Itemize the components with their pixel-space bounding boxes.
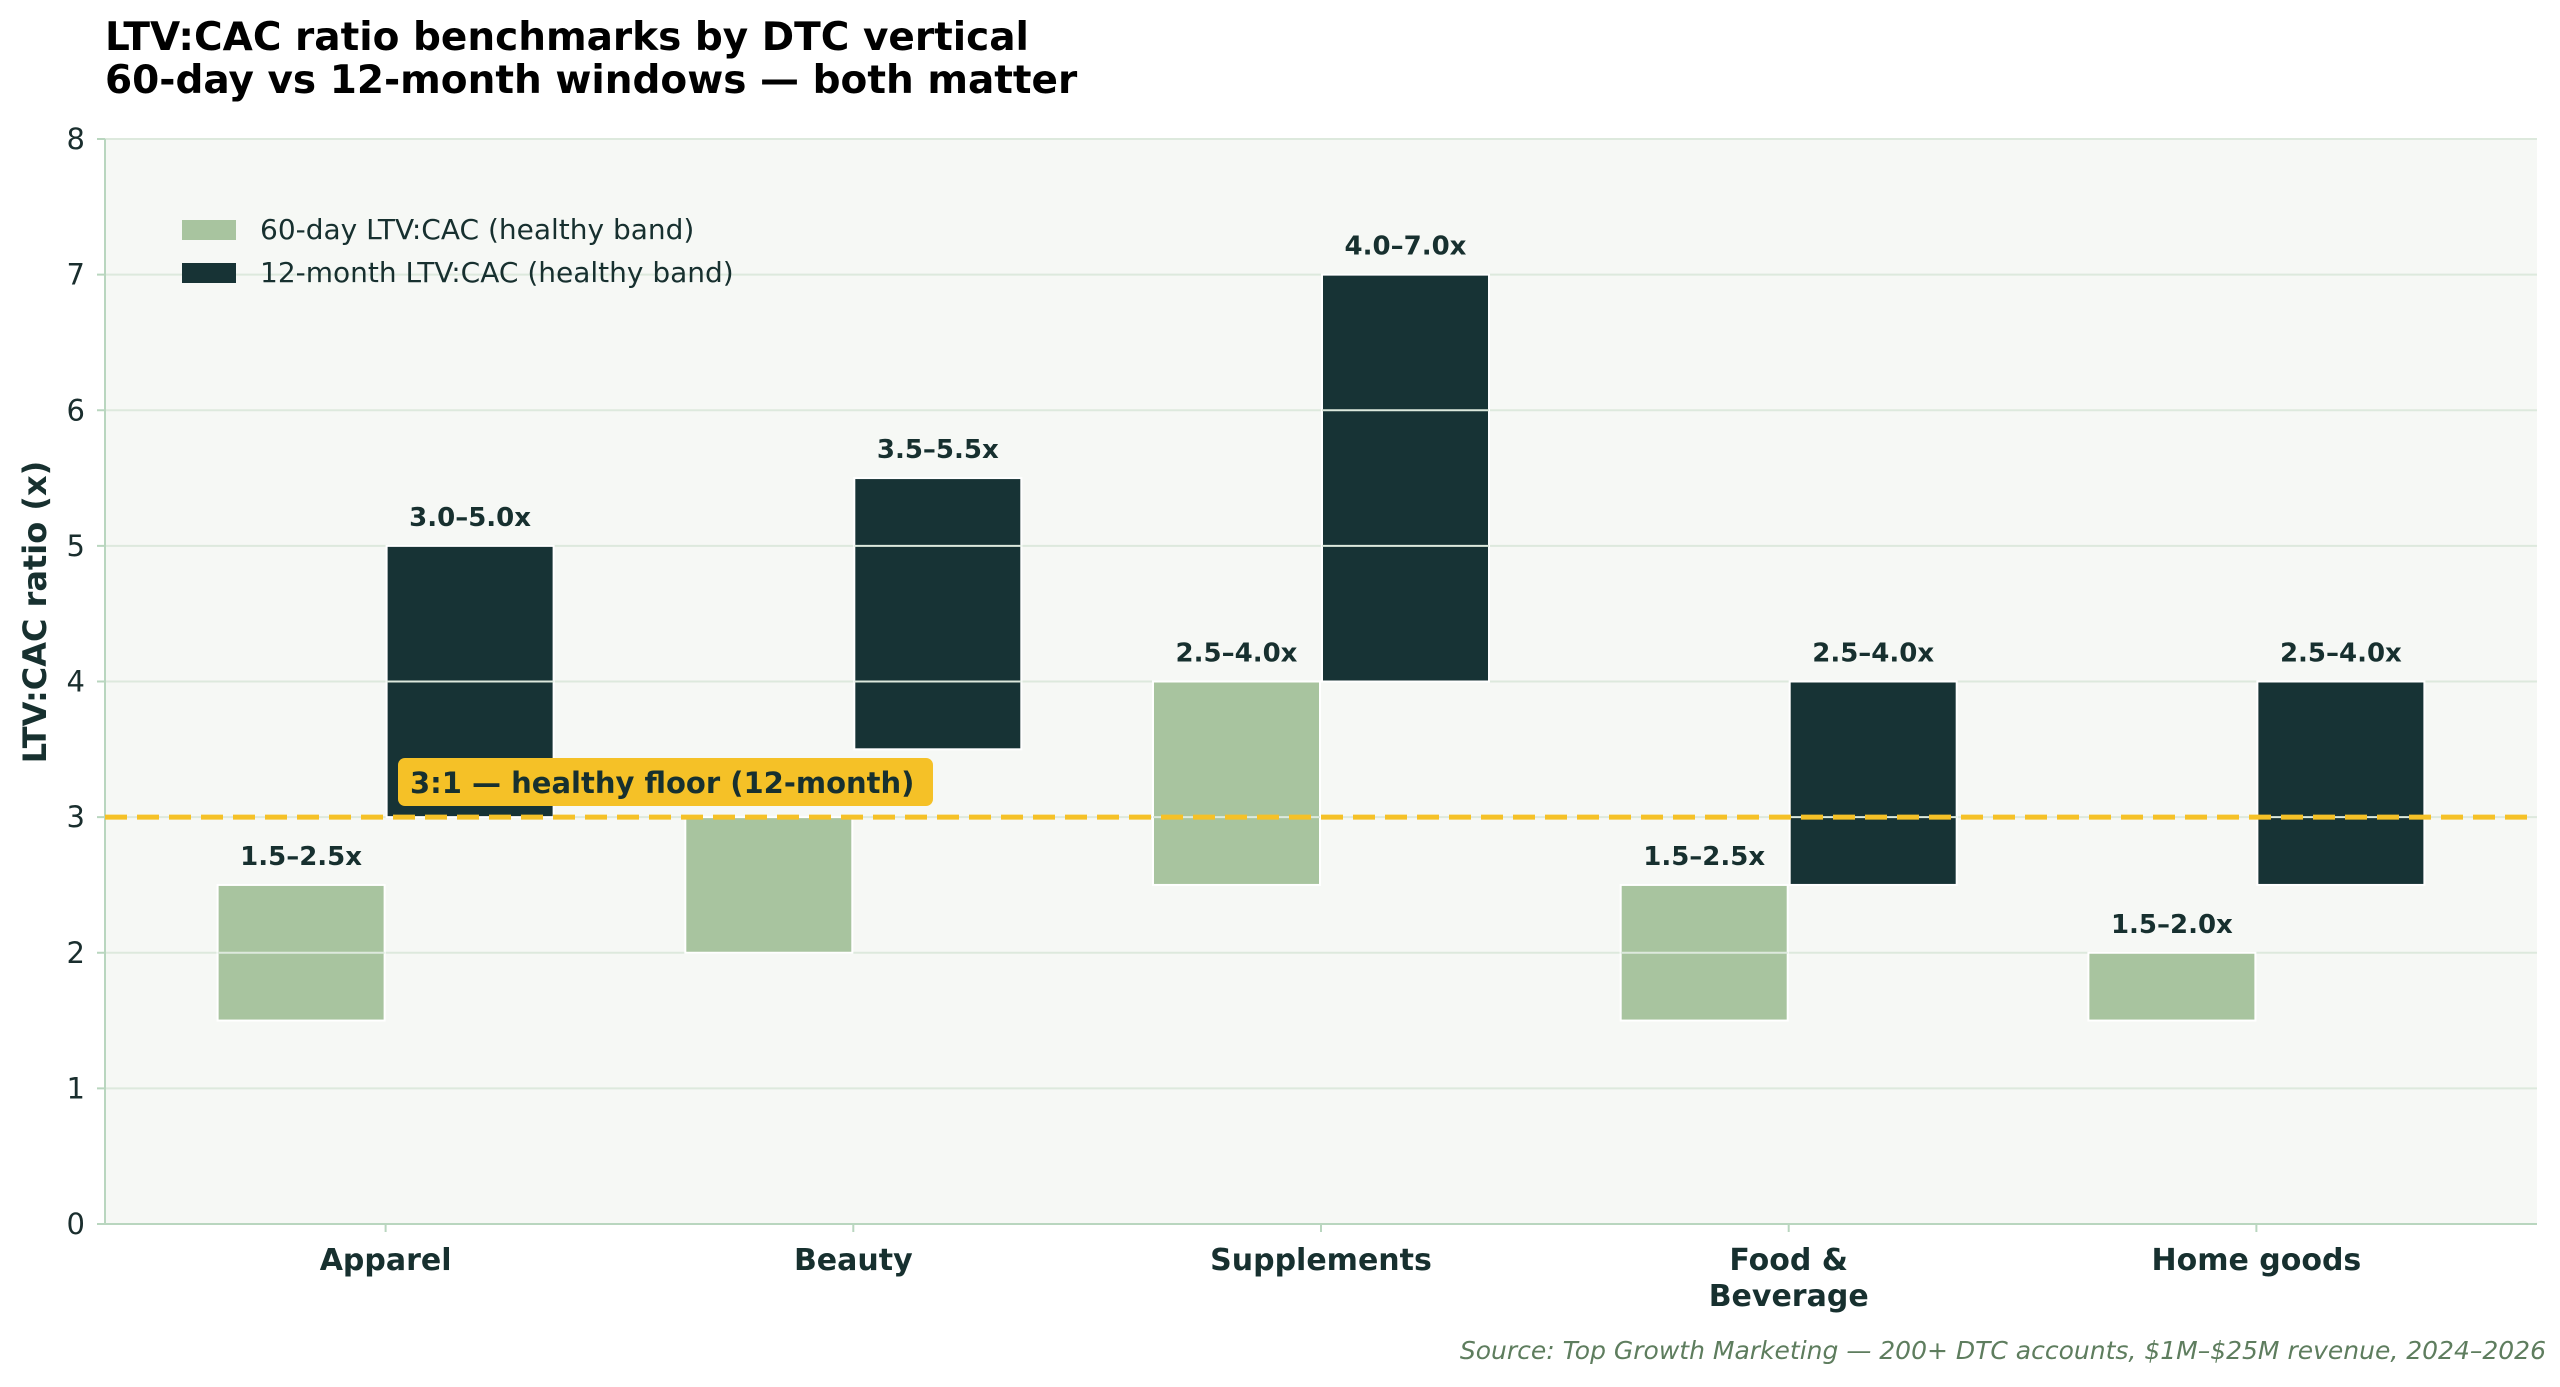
x-tick-label-line: Food & (1729, 1243, 1848, 1278)
range-bar (2087, 951, 2257, 1022)
bar-value-label: 1.5–2.0x (2111, 910, 2233, 940)
legend-swatch (182, 263, 236, 283)
bars (216, 273, 2426, 1022)
legend-swatch (182, 220, 236, 240)
x-tick-label-line: Supplements (1210, 1243, 1432, 1278)
bar-value-label: 1.5–2.5x (1643, 842, 1765, 872)
y-tick-label: 0 (67, 1207, 85, 1241)
reference-label: 3:1 — healthy floor (12-month) (410, 766, 914, 800)
x-tick-label: Home goods (2151, 1243, 2361, 1278)
legend-entry: 60-day LTV:CAC (healthy band) (260, 213, 694, 246)
x-tick-label-line: Home goods (2151, 1243, 2361, 1278)
range-bar (1321, 273, 1490, 683)
range-bar (1788, 680, 1958, 886)
legend-entry: 12-month LTV:CAC (healthy band) (260, 256, 734, 289)
bar-value-label: 2.5–4.0x (1812, 639, 1934, 669)
y-tick-label: 4 (67, 665, 85, 699)
range-bar (853, 477, 1023, 751)
y-tick-label: 7 (67, 258, 85, 292)
bar-value-label: 3.0–5.0x (409, 503, 531, 533)
x-tick-label: Food & Beverage (1709, 1243, 1869, 1314)
x-tick-label-line: Apparel (320, 1243, 452, 1278)
bar-value-label: 3.5–5.5x (877, 435, 999, 465)
x-tick-label: Supplements (1210, 1243, 1432, 1278)
y-axis-label: LTV:CAC ratio (x) (16, 461, 54, 764)
y-tick-label: 3 (67, 800, 85, 834)
range-bar (1152, 680, 1321, 886)
bar-value-label: 2.5–4.0x (1176, 639, 1298, 669)
x-tick-label-line: Beverage (1709, 1279, 1869, 1314)
chart-subtitle: 60-day vs 12-month windows — both matter (105, 58, 1078, 103)
y-tick-label: 8 (67, 122, 85, 156)
bar-labels: 1.5–2.5x 2.5–4.0x 1.5–2.5x 1.5–2.0x 3.0–5.0x… (240, 232, 2402, 940)
x-tick-label-line: Beauty (794, 1243, 913, 1278)
reference-label-box (398, 758, 933, 806)
reference-line-group: 3:1 — healthy floor (12-month) (105, 758, 2537, 820)
legend: 60-day LTV:CAC (healthy band) 12-month LT… (182, 213, 734, 289)
x-tick-label: Apparel (320, 1243, 452, 1278)
y-tick-label: 5 (67, 529, 85, 563)
chart-title: LTV:CAC ratio benchmarks by DTC vertical (105, 15, 1029, 60)
axes: 0 1 2 3 4 5 6 7 8 Apparel Beauty Supplements Food & B… (67, 122, 2537, 1314)
range-bar (684, 816, 854, 954)
y-tick-label: 2 (67, 936, 85, 970)
y-tick-label: 1 (67, 1071, 85, 1105)
x-tick-label: Beauty (794, 1243, 913, 1278)
bar-value-label: 2.5–4.0x (2280, 639, 2402, 669)
bar-value-label: 4.0–7.0x (1345, 232, 1467, 262)
range-bar (2256, 680, 2426, 886)
source-note: Source: Top Growth Marketing — 200+ DTC … (1460, 1336, 2546, 1365)
bar-value-label: 1.5–2.5x (240, 842, 362, 872)
y-tick-label: 6 (67, 393, 85, 427)
